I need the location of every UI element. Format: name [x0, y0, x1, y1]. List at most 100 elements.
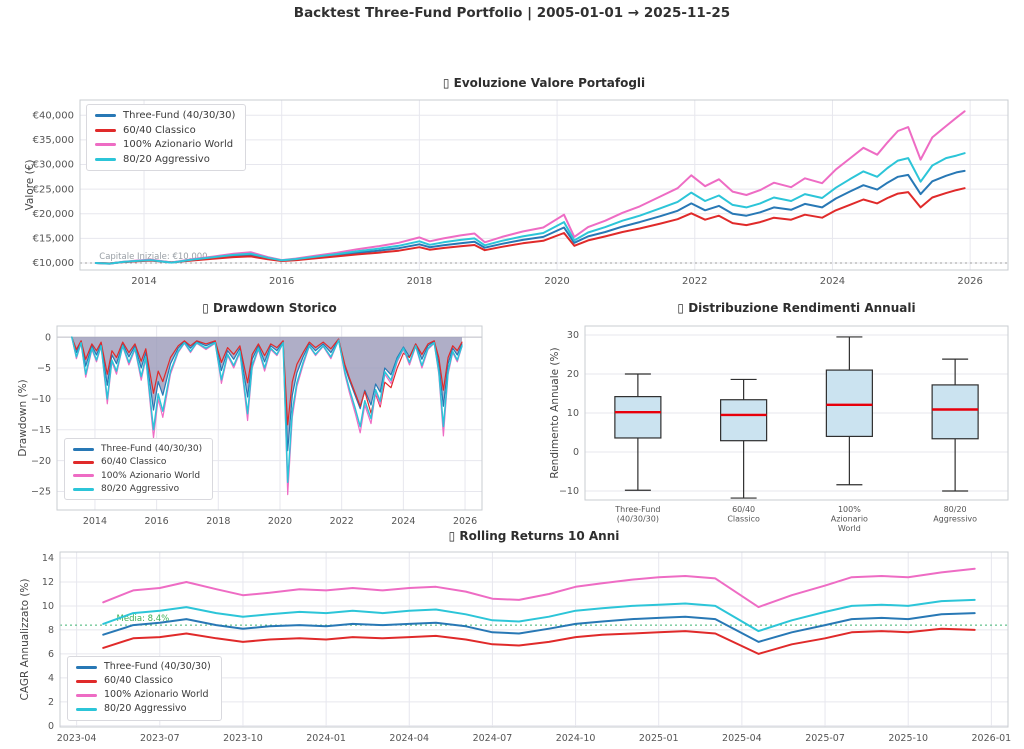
y-axis-label: Rendimento Annuale (%): [549, 347, 561, 478]
chart-title-rolling-returns: ▯ Rolling Returns 10 Anni: [448, 529, 620, 543]
x-tick-label: 2026: [957, 276, 982, 287]
legend-label: Three-Fund (40/30/30): [104, 661, 211, 672]
series-60/40 Classico: [102, 627, 976, 655]
y-tick-label: 20: [567, 369, 579, 380]
x-tick-label: 2014: [83, 516, 107, 527]
legend-swatch: [73, 474, 94, 478]
legend-item: 80/20 Aggressivo: [73, 484, 202, 494]
legend-label: 60/40 Classico: [101, 457, 167, 468]
y-axis-label: Drawdown (%): [17, 379, 29, 456]
legend-swatch: [95, 128, 116, 132]
legend-drawdown: Three-Fund (40/30/30) 60/40 Classico 100% …: [64, 438, 214, 501]
series-group: [94, 110, 966, 265]
y-tick-label: 6: [48, 649, 54, 660]
y-tick-label: 0: [573, 447, 579, 458]
x-tick-label: 2024: [391, 516, 415, 527]
y-axis-label: CAGR Annualizzato (%): [19, 578, 31, 700]
legend-item: 100% Azionario World: [76, 688, 211, 701]
category-label: Three-Fund (40/30/30): [614, 505, 660, 524]
series-80/20 Aggressivo: [71, 336, 463, 483]
plot-border: [56, 325, 483, 511]
series-100% Azionario World: [94, 110, 966, 265]
category-label: 100% Azionario World: [831, 505, 868, 533]
x-tick-label: 2022: [330, 516, 354, 527]
series-60/40 Classico: [94, 187, 966, 265]
y-tick-label: €25,000: [33, 184, 74, 195]
x-tick-label: 2024-10: [556, 733, 596, 744]
legend-label: 80/20 Aggressivo: [123, 153, 210, 165]
y-tick-label: 10: [42, 601, 54, 612]
area-Three-Fund (40/30/30): [71, 337, 463, 451]
y-tick-label: 0: [48, 721, 54, 732]
legend-swatch: [95, 157, 116, 161]
x-tick-label: 2016: [269, 276, 294, 287]
legend-label: 60/40 Classico: [123, 124, 196, 136]
legend-swatch: [76, 693, 97, 697]
legend-swatch: [76, 707, 97, 711]
legend-swatch: [73, 461, 94, 465]
series-Three-Fund (40/30/30): [102, 612, 976, 643]
legend-label: 100% Azionario World: [104, 688, 209, 700]
box: [825, 369, 873, 438]
x-tick-label: 2025-10: [888, 733, 928, 744]
x-tick-label: 2025-07: [805, 733, 845, 744]
y-tick-label: 4: [48, 673, 54, 684]
plot-border: [59, 551, 1009, 728]
legend-swatch: [73, 447, 94, 451]
y-tick-label: €40,000: [33, 110, 74, 121]
legend-label: 100% Azionario World: [101, 470, 201, 481]
y-tick-label: 0: [45, 332, 51, 343]
series-group: [71, 336, 463, 496]
series-80/20 Aggressivo: [94, 152, 966, 265]
x-tick-label: 2020: [268, 516, 292, 527]
box: [931, 384, 979, 440]
category-label: 60/40 Classico: [727, 505, 760, 524]
y-tick-label: 12: [42, 577, 54, 588]
y-tick-label: −10: [559, 486, 579, 497]
y-tick-label: −15: [31, 425, 51, 436]
page-title: Backtest Three-Fund Portfolio | 2005-01-…: [293, 5, 731, 21]
legend-swatch: [76, 665, 97, 669]
annotation-text: Capitale Iniziale: €10,000: [99, 252, 207, 262]
y-tick-label: 14: [42, 553, 54, 564]
box: [614, 396, 662, 439]
legend-swatch: [73, 487, 94, 491]
y-tick-label: −20: [31, 456, 51, 467]
series-100% Azionario World: [102, 567, 976, 609]
y-tick-label: €15,000: [33, 234, 74, 245]
legend-label: Three-Fund (40/30/30): [101, 444, 203, 454]
y-axis-label: Valore (€): [24, 160, 36, 211]
x-tick-label: 2016: [145, 516, 169, 527]
y-tick-label: −25: [31, 487, 51, 498]
legend-swatch: [76, 679, 97, 683]
x-tick-label: 2020: [544, 276, 569, 287]
legend-item: 100% Azionario World: [73, 471, 202, 481]
chart-title-drawdown: ▯ Drawdown Storico: [202, 301, 337, 315]
legend-item: Three-Fund (40/30/30): [76, 661, 211, 673]
series-80/20 Aggressivo: [102, 598, 976, 633]
y-tick-label: 8: [48, 625, 54, 636]
x-tick-label: 2024-04: [389, 733, 429, 744]
legend-item: Three-Fund (40/30/30): [95, 110, 235, 122]
legend-item: 60/40 Classico: [73, 457, 202, 467]
x-tick-label: 2024-01: [306, 733, 346, 744]
y-tick-label: €20,000: [33, 209, 74, 220]
x-tick-label: 2024: [820, 276, 845, 287]
series-60/40 Classico: [71, 336, 463, 426]
y-tick-label: −5: [37, 363, 51, 374]
legend-item: Three-Fund (40/30/30): [73, 444, 202, 454]
legend-rolling-returns: Three-Fund (40/30/30) 60/40 Classico 100% …: [67, 656, 222, 721]
legend-label: 80/20 Aggressivo: [101, 484, 180, 495]
legend-item: 60/40 Classico: [95, 125, 235, 137]
x-tick-label: 2023-07: [140, 733, 180, 744]
y-tick-label: 30: [567, 330, 579, 341]
legend-item: 60/40 Classico: [76, 675, 211, 687]
plot-border: [584, 325, 1009, 501]
legend-portfolio-value: Three-Fund (40/30/30) 60/40 Classico 100% …: [86, 104, 247, 171]
annotation-text: Media: 8.4%: [117, 614, 170, 624]
y-tick-label: 2: [48, 697, 54, 708]
x-tick-label: 2023-10: [223, 733, 263, 744]
x-tick-label: 2025-04: [722, 733, 762, 744]
legend-swatch: [95, 143, 116, 147]
